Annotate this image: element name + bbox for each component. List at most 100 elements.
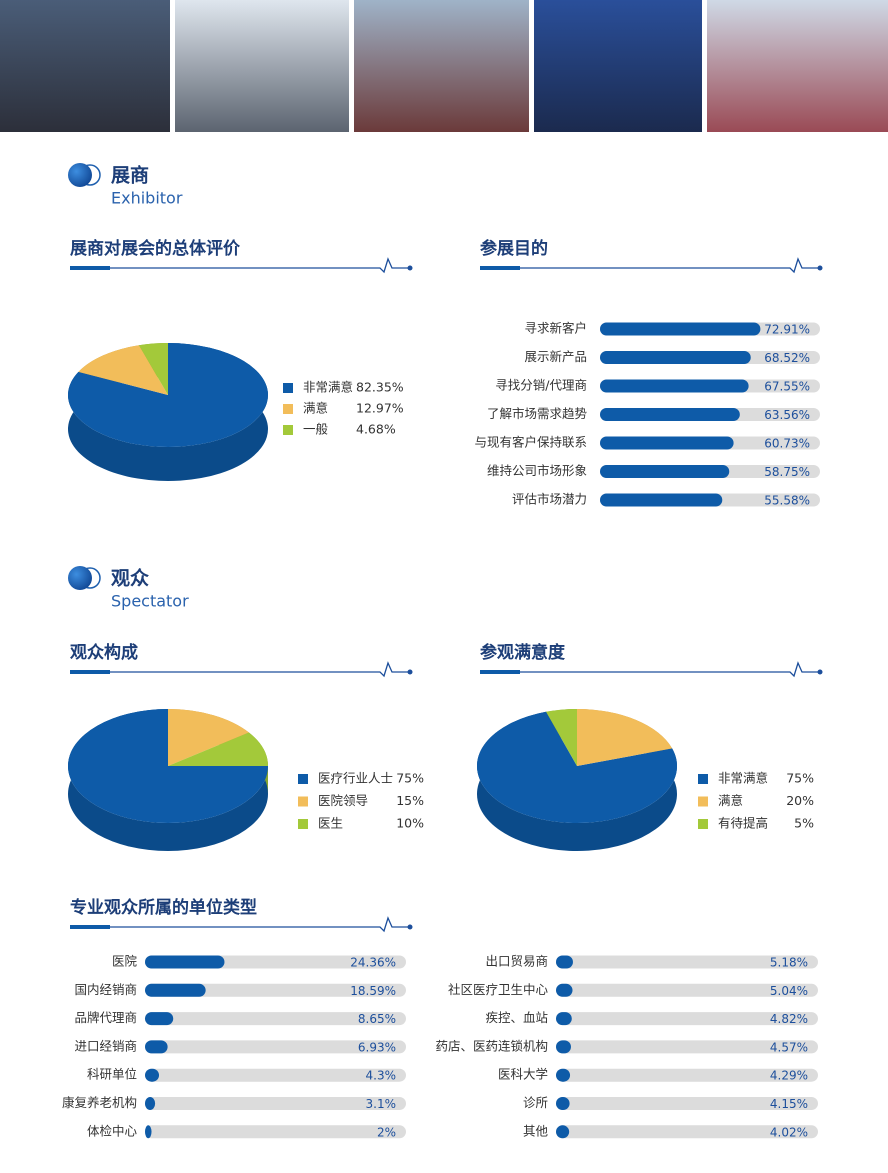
legend-label: 有待提高 xyxy=(718,816,768,831)
bar-value: 4.57% xyxy=(770,1040,808,1054)
legend-value: 12.97% xyxy=(356,401,404,416)
bar-label: 医院 xyxy=(112,954,138,969)
bar-value: 58.75% xyxy=(764,465,810,479)
bar-value: 72.91% xyxy=(764,323,810,337)
bar-label: 诊所 xyxy=(523,1095,548,1110)
legend-swatch xyxy=(298,774,308,784)
bar-track xyxy=(145,1012,406,1026)
pie-slice xyxy=(168,732,268,766)
bar-label: 体检中心 xyxy=(87,1123,138,1138)
bar xyxy=(600,465,730,478)
legend-swatch xyxy=(298,819,308,829)
bar-track xyxy=(556,1125,818,1139)
pie-slice xyxy=(168,709,249,766)
bar-label: 药店、医药连锁机构 xyxy=(435,1038,548,1053)
legend-label: 非常满意 xyxy=(718,771,768,786)
bar-track xyxy=(556,1097,818,1110)
title-dot xyxy=(817,265,823,271)
chart-title: 专业观众所属的单位类型 xyxy=(70,897,257,918)
bar-track xyxy=(145,1125,406,1139)
legend-swatch xyxy=(298,796,308,807)
bar-value: 4.29% xyxy=(770,1069,808,1083)
bar xyxy=(600,408,740,421)
legend-value: 20% xyxy=(786,793,814,808)
bar-value: 68.52% xyxy=(764,351,810,365)
bar xyxy=(556,1012,572,1026)
bar-label: 展示新产品 xyxy=(524,349,587,364)
bar xyxy=(600,436,734,450)
bar xyxy=(145,1097,156,1110)
legend-value: 15% xyxy=(396,793,424,808)
bar-value: 18.59% xyxy=(350,984,396,998)
bar xyxy=(145,1125,152,1139)
bar-label: 维持公司市场形象 xyxy=(487,463,587,478)
photo-strip xyxy=(0,0,888,132)
pie-side xyxy=(476,711,677,851)
bar-value: 55.58% xyxy=(764,494,810,508)
bar xyxy=(556,983,573,997)
title-rule xyxy=(110,257,410,274)
title-rule xyxy=(520,661,820,678)
bar-value: 2% xyxy=(377,1125,396,1139)
title-dot xyxy=(817,669,823,675)
bar-label: 国内经销商 xyxy=(74,982,137,997)
bar-value: 6.93% xyxy=(358,1040,396,1054)
photo xyxy=(354,0,529,132)
bar-value: 4.82% xyxy=(770,1012,808,1026)
bar-value: 60.73% xyxy=(764,437,810,451)
bar xyxy=(145,1012,174,1026)
title-dot xyxy=(407,265,413,271)
photo xyxy=(175,0,349,132)
bar-label: 评估市场潜力 xyxy=(512,492,587,507)
legend-value: 75% xyxy=(786,771,814,786)
bar-value: 8.65% xyxy=(358,1012,396,1026)
bar-value: 5.04% xyxy=(770,984,808,998)
bar-value: 4.15% xyxy=(770,1097,808,1111)
bar-label: 其他 xyxy=(523,1123,549,1138)
bar-track xyxy=(145,983,406,997)
bar xyxy=(556,1040,571,1054)
legend-swatch xyxy=(283,425,293,435)
bar-label: 出口贸易商 xyxy=(485,954,548,969)
bar-label: 社区医疗卫生中心 xyxy=(448,982,549,997)
bar xyxy=(600,379,749,393)
bar-track xyxy=(556,983,818,997)
legend-label: 医生 xyxy=(318,816,343,831)
bar xyxy=(556,955,573,969)
chart-title: 参观满意度 xyxy=(480,642,566,663)
photo xyxy=(0,0,170,132)
bar xyxy=(556,1097,570,1110)
bar-track xyxy=(556,1040,818,1054)
legend-value: 75% xyxy=(396,771,424,786)
section-subtitle: Exhibitor xyxy=(111,189,183,208)
section-title: 观众 xyxy=(111,567,149,590)
bar-track xyxy=(145,1040,406,1054)
bar-label: 与现有客户保持联系 xyxy=(474,435,587,450)
bar-label: 科研单位 xyxy=(87,1067,137,1082)
bar xyxy=(145,1040,168,1054)
section-icon xyxy=(68,163,101,187)
legend-value: 82.35% xyxy=(356,380,404,395)
chart-title: 观众构成 xyxy=(69,642,138,663)
bar-value: 4.02% xyxy=(770,1125,808,1139)
pie-slice xyxy=(577,709,673,766)
section-title: 展商 xyxy=(111,164,149,187)
chart-title: 展商对展会的总体评价 xyxy=(70,238,241,259)
bar-value: 24.36% xyxy=(350,956,396,970)
bar-label: 疾控、血站 xyxy=(485,1010,548,1025)
legend-label: 满意 xyxy=(718,793,743,808)
bar xyxy=(556,1125,570,1139)
bar xyxy=(556,1068,571,1082)
legend-label: 医疗行业人士 xyxy=(318,771,393,786)
legend-value: 10% xyxy=(396,816,424,831)
bar-track xyxy=(145,1097,406,1110)
bar-value: 67.55% xyxy=(764,380,810,394)
legend-label: 一般 xyxy=(303,422,329,437)
title-dot xyxy=(407,924,413,930)
title-rule xyxy=(520,257,820,274)
bar xyxy=(600,493,723,507)
bar xyxy=(145,983,206,997)
bar-label: 寻求新客户 xyxy=(524,321,587,336)
bar xyxy=(600,322,761,336)
